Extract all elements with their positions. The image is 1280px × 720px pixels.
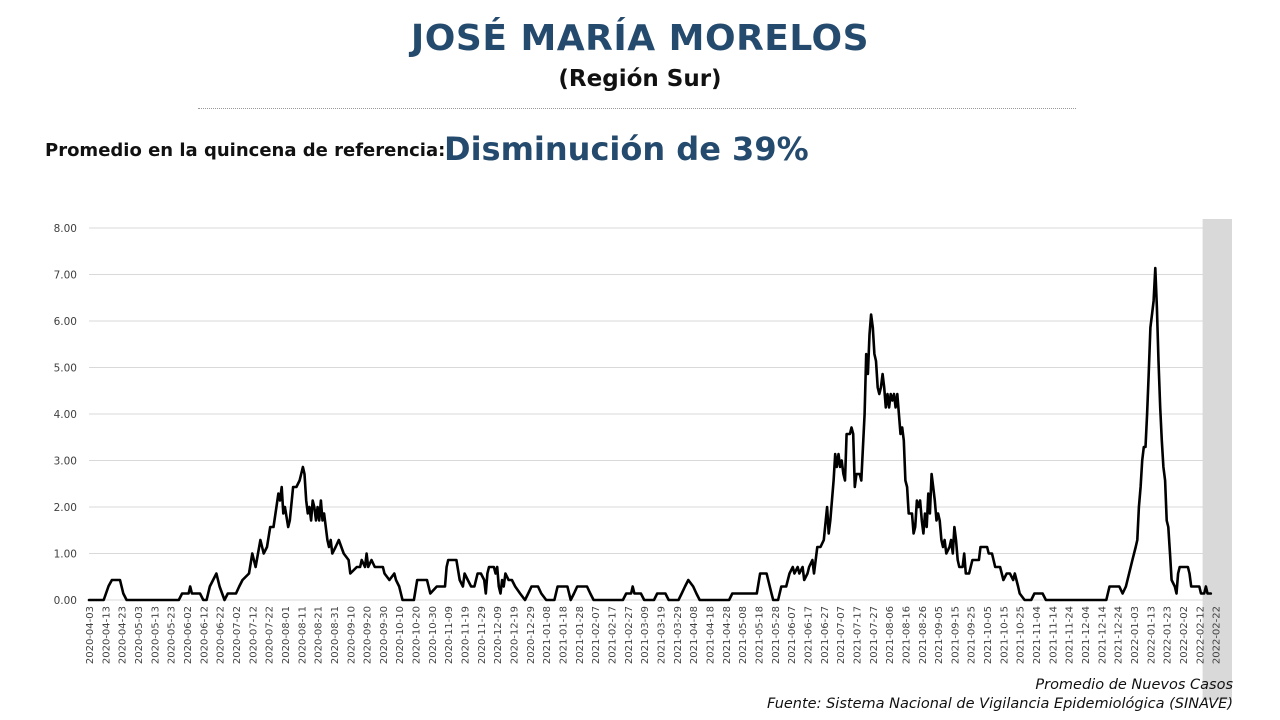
x-tick-label: 2020-12-19: [510, 606, 521, 664]
x-tick-label: 2021-12-04: [1081, 606, 1092, 664]
y-tick-label: 8.00: [54, 223, 77, 235]
x-tick-label: 2021-10-15: [999, 606, 1010, 664]
y-tick-label: 3.00: [54, 456, 77, 468]
x-tick-label: 2020-10-20: [412, 606, 423, 664]
series-label: Promedio de Nuevos Casos: [1035, 677, 1233, 693]
x-tick-label: 2020-12-29: [526, 606, 537, 664]
reference-label: Promedio en la quincena de referencia:: [45, 140, 446, 161]
x-tick-label: 2022-01-13: [1146, 606, 1157, 664]
x-tick-label: 2021-04-18: [705, 606, 716, 664]
x-tick-label: 2021-04-28: [722, 606, 733, 664]
y-tick-label: 1.00: [54, 549, 77, 561]
x-tick-label: 2021-11-04: [1032, 606, 1043, 664]
x-tick-label: 2021-09-25: [967, 606, 978, 664]
x-tick-label: 2020-06-02: [183, 606, 194, 664]
x-tick-label: 2021-04-08: [689, 606, 700, 664]
x-tick-label: 2020-04-03: [85, 606, 96, 664]
x-tick-label: 2020-11-29: [477, 606, 488, 664]
x-tick-label: 2021-08-16: [901, 606, 912, 664]
y-tick-label: 7.00: [54, 270, 77, 282]
x-tick-label: 2020-11-19: [461, 606, 472, 664]
x-tick-label: 2020-08-01: [281, 606, 292, 664]
shaded-period: [1202, 219, 1232, 700]
x-tick-label: 2020-12-09: [493, 606, 504, 664]
x-tick-label: 2020-09-10: [346, 606, 357, 664]
x-tick-label: 2021-06-07: [787, 606, 798, 664]
x-tick-label: 2021-09-05: [934, 606, 945, 664]
x-tick-label: 2021-01-28: [575, 606, 586, 664]
x-tick-label: 2021-06-17: [803, 606, 814, 664]
reference-value: Disminución de 39%: [444, 130, 809, 168]
series-line: [87, 266, 1213, 602]
x-tick-label: 2021-12-24: [1114, 606, 1125, 664]
title-divider: [198, 108, 1076, 109]
y-tick-label: 0.00: [54, 595, 77, 607]
x-tick-label: 2020-08-11: [297, 606, 308, 664]
page-subtitle: (Región Sur): [558, 66, 722, 92]
x-tick-label: 2020-09-30: [379, 606, 390, 664]
y-tick-label: 2.00: [54, 502, 77, 514]
x-tick-label: 2020-07-22: [265, 606, 276, 664]
x-tick-label: 2021-06-27: [820, 606, 831, 664]
x-tick-label: 2020-06-12: [199, 606, 210, 664]
x-tick-label: 2021-05-18: [754, 606, 765, 664]
x-tick-label: 2020-04-23: [118, 606, 129, 664]
x-tick-label: 2020-08-21: [314, 606, 325, 664]
x-tick-label: 2021-05-28: [771, 606, 782, 664]
x-tick-label: 2021-12-14: [1097, 606, 1108, 664]
x-tick-label: 2022-01-23: [1163, 606, 1174, 664]
x-tick-label: 2020-06-22: [216, 606, 227, 664]
x-tick-label: 2020-05-23: [167, 606, 178, 664]
page-title: JOSÉ MARÍA MORELOS: [410, 18, 870, 59]
x-tick-label: 2021-01-18: [559, 606, 570, 664]
x-tick-label: 2021-03-09: [640, 606, 651, 664]
x-tick-label: 2020-11-09: [444, 606, 455, 664]
x-tick-label: 2022-02-22: [1212, 606, 1223, 664]
x-tick-label: 2022-02-12: [1195, 606, 1206, 664]
x-tick-label: 2020-05-03: [134, 606, 145, 664]
y-tick-label: 6.00: [54, 316, 77, 328]
x-tick-label: 2021-11-24: [1065, 606, 1076, 664]
x-tick-label: 2021-09-15: [950, 606, 961, 664]
x-tick-label: 2020-09-20: [363, 606, 374, 664]
x-tick-label: 2021-03-19: [657, 606, 668, 664]
x-tick-label: 2021-03-29: [673, 606, 684, 664]
x-tick-label: 2021-07-07: [836, 606, 847, 664]
x-tick-label: 2020-10-30: [428, 606, 439, 664]
x-tick-label: 2021-10-05: [983, 606, 994, 664]
y-tick-label: 5.00: [54, 363, 77, 375]
x-tick-label: 2021-02-27: [624, 606, 635, 664]
x-tick-label: 2021-02-17: [608, 606, 619, 664]
x-tick-label: 2020-08-31: [330, 606, 341, 664]
x-tick-label: 2021-11-14: [1048, 606, 1059, 664]
x-tick-label: 2021-07-17: [852, 606, 863, 664]
x-tick-label: 2020-07-02: [232, 606, 243, 664]
x-tick-label: 2020-05-13: [150, 606, 161, 664]
x-tick-label: 2020-04-13: [101, 606, 112, 664]
x-tick-label: 2021-05-08: [738, 606, 749, 664]
y-tick-label: 4.00: [54, 409, 77, 421]
x-tick-label: 2021-10-25: [1016, 606, 1027, 664]
x-tick-label: 2022-01-03: [1130, 606, 1141, 664]
x-tick-label: 2021-01-08: [542, 606, 553, 664]
x-tick-label: 2022-02-02: [1179, 606, 1190, 664]
x-tick-label: 2020-10-10: [395, 606, 406, 664]
source-note: Fuente: Sistema Nacional de Vigilancia E…: [766, 696, 1233, 712]
x-tick-label: 2021-02-07: [591, 606, 602, 664]
x-tick-label: 2021-08-26: [918, 606, 929, 664]
x-tick-label: 2021-08-06: [885, 606, 896, 664]
x-tick-label: 2021-07-27: [869, 606, 880, 664]
x-tick-label: 2020-07-12: [248, 606, 259, 664]
